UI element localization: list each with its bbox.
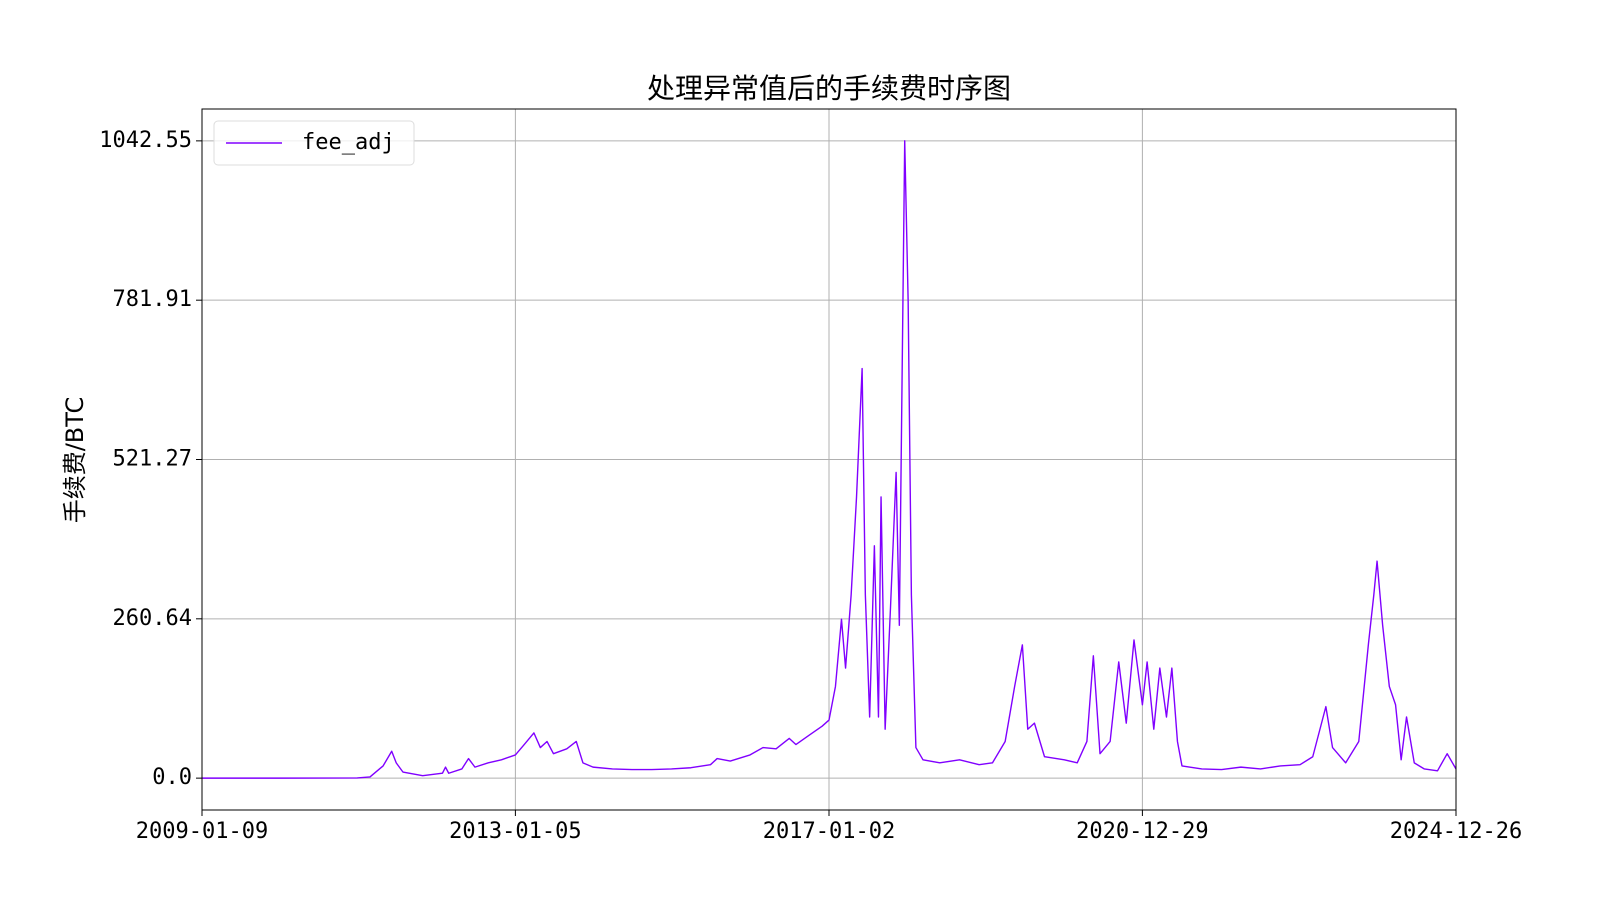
chart-title: 处理异常值后的手续费时序图 xyxy=(647,72,1011,105)
x-tick-label: 2017-01-02 xyxy=(763,819,895,844)
x-tick-label: 2020-12-29 xyxy=(1076,819,1208,844)
y-tick-label: 260.64 xyxy=(113,606,192,631)
legend-box xyxy=(213,120,415,166)
plot-frame xyxy=(201,108,1457,811)
y-tick-label: 781.91 xyxy=(113,287,192,312)
y-tick-label: 521.27 xyxy=(113,447,192,472)
data-line xyxy=(202,140,1457,779)
x-tick-label: 2013-01-05 xyxy=(449,819,581,844)
x-tick-label: 2009-01-09 xyxy=(136,819,268,844)
y-tick-label: 0.0 xyxy=(152,765,192,790)
x-tick-label: 2024-12-26 xyxy=(1390,819,1522,844)
legend-label: fee_adj xyxy=(302,130,395,155)
y-tick-label: 1042.55 xyxy=(99,128,192,153)
y-axis-label: 手续费/BTC xyxy=(61,397,89,524)
